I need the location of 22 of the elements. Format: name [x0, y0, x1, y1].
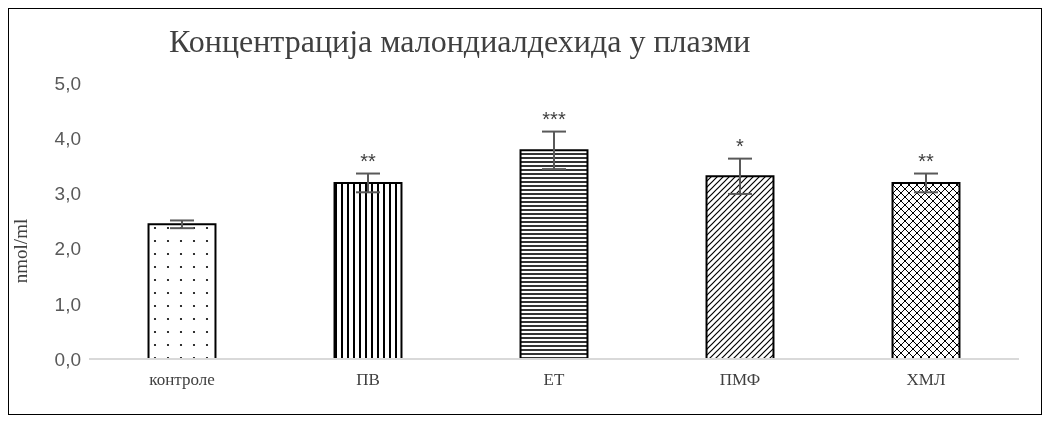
annotation: **	[360, 149, 376, 172]
annotation: *	[736, 134, 745, 157]
annotation: ***	[542, 107, 566, 130]
annotation: **	[918, 149, 934, 172]
bar	[333, 181, 403, 359]
x-tick-label: ПВ	[356, 370, 380, 390]
x-tick-label: ЕТ	[543, 370, 565, 390]
bar	[705, 175, 775, 359]
bar	[519, 149, 589, 359]
x-tick-label: контроле	[149, 370, 215, 390]
chart-title: Концентрација малондиалдехида у плазми	[169, 23, 751, 60]
bar	[891, 181, 961, 359]
y-tick-label: 0,0	[54, 348, 81, 370]
y-tick-label: 3,0	[54, 183, 81, 205]
x-tick-label: ХМЛ	[906, 370, 946, 390]
y-tick-label: 5,0	[54, 72, 81, 94]
x-tick-label: ПМФ	[719, 370, 761, 390]
y-tick-label: 2,0	[54, 238, 81, 260]
y-tick-label: 1,0	[54, 293, 81, 315]
y-axis-title: nmol/ml	[9, 218, 31, 284]
bar	[147, 223, 217, 359]
y-tick-label: 4,0	[54, 127, 81, 149]
